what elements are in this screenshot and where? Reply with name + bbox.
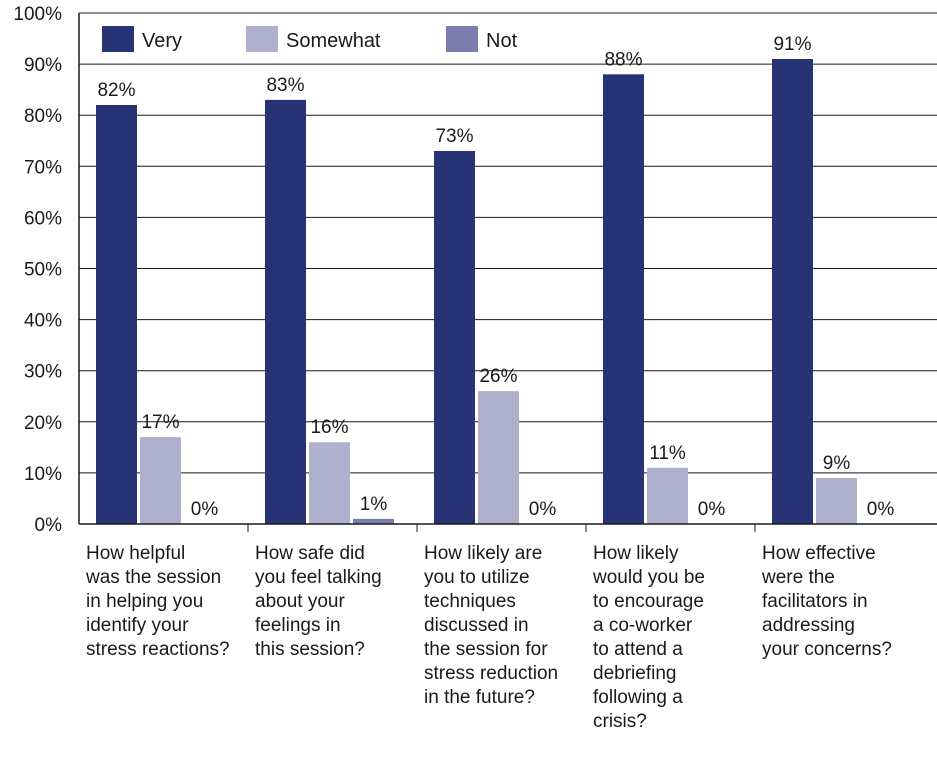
bar-very-3 <box>434 150 475 524</box>
y-axis-ticks: 0% 10% 20% 30% 40% 50% 60% 70% 80% 90% 100% <box>13 4 62 536</box>
data-label: 0% <box>191 499 219 520</box>
bar-very-2 <box>265 99 306 525</box>
grid-lines <box>78 12 937 524</box>
data-label: 0% <box>867 499 895 520</box>
bar-somewhat-1 <box>140 437 181 524</box>
x-axis <box>79 523 937 532</box>
y-tick-label: 20% <box>24 413 62 434</box>
bar-somewhat-5 <box>816 478 857 524</box>
bar-not-2 <box>353 518 394 524</box>
data-label: 88% <box>604 49 642 70</box>
bar-somewhat-3 <box>478 391 519 524</box>
bars <box>96 58 857 525</box>
category-label-2: How safe did you feel talking about your fe… <box>255 543 382 660</box>
category-label-3: How likely are you to utilize techniques di… <box>424 543 558 708</box>
bar-somewhat-4 <box>647 467 688 524</box>
legend-swatch-very <box>102 26 134 52</box>
data-labels: 82% 83% 73% 88% 91% 17% 16% 26% 11% 9% 0% 1% 0% 0% 0% <box>97 34 894 520</box>
category-label-4: How likely would you be to encourage a co-w… <box>592 543 705 732</box>
data-label: 9% <box>823 453 851 474</box>
bar-very-5 <box>772 58 813 525</box>
data-label: 17% <box>141 412 179 433</box>
bar-somewhat-2 <box>309 442 350 524</box>
y-tick-label: 60% <box>24 208 62 229</box>
y-tick-label: 0% <box>35 515 63 536</box>
y-tick-label: 40% <box>24 311 62 332</box>
category-label-1: How helpful was the session in helping you… <box>85 543 230 660</box>
data-label: 11% <box>649 443 686 464</box>
y-tick-label: 10% <box>24 464 62 485</box>
bar-very-4 <box>603 74 644 524</box>
y-tick-label: 50% <box>24 260 62 281</box>
y-tick-label: 30% <box>24 362 62 383</box>
y-tick-label: 90% <box>24 55 62 76</box>
category-labels: How helpful was the session in helping you… <box>85 543 892 732</box>
legend-label-somewhat: Somewhat <box>286 30 381 52</box>
data-label: 91% <box>773 34 811 55</box>
y-tick-label: 70% <box>24 157 62 178</box>
legend: Very Somewhat Not <box>102 26 518 52</box>
y-tick-label: 100% <box>13 4 62 25</box>
data-label: 83% <box>266 75 304 96</box>
legend-swatch-not <box>446 26 478 52</box>
legend-label-not: Not <box>486 30 518 52</box>
data-label: 0% <box>529 499 557 520</box>
legend-swatch-somewhat <box>246 26 278 52</box>
legend-label-very: Very <box>142 30 182 52</box>
category-label-5: How effective were the facilitators in addr… <box>761 543 892 660</box>
data-label: 82% <box>97 80 135 101</box>
data-label: 26% <box>479 366 517 387</box>
data-label: 0% <box>698 499 726 520</box>
data-label: 1% <box>360 494 388 515</box>
bar-very-1 <box>96 104 137 524</box>
y-tick-label: 80% <box>24 106 62 127</box>
data-label: 73% <box>435 126 473 147</box>
data-label: 16% <box>310 417 348 438</box>
